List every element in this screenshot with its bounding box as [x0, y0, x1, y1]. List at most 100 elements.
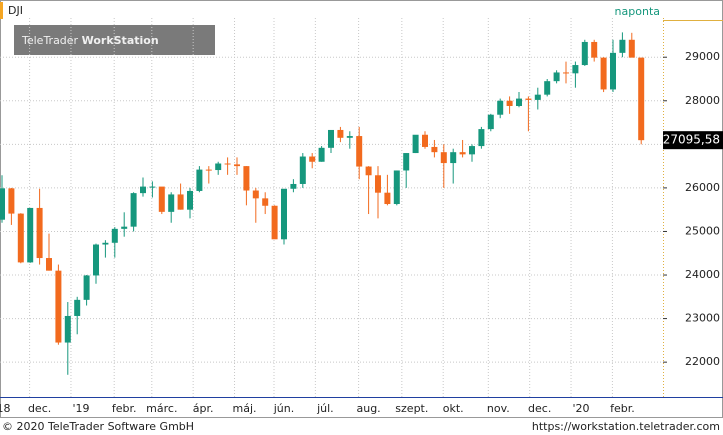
candle-body — [375, 175, 381, 193]
x-tick-label: márc. — [146, 402, 177, 415]
candle-body — [525, 98, 532, 100]
x-tick-label: '18 — [0, 402, 11, 415]
x-tick-label: febr. — [610, 402, 635, 415]
candle-body — [506, 100, 513, 106]
x-tick-label: aug. — [356, 402, 380, 415]
candle-body — [581, 41, 588, 66]
watermark: TeleTrader WorkStation — [21, 34, 159, 47]
url: https://workstation.teletrader.com — [532, 420, 720, 433]
y-tick-label: 29000 — [685, 50, 720, 63]
x-tick-label: jún. — [273, 402, 295, 415]
candle-body — [281, 188, 287, 240]
candle-body — [140, 186, 146, 194]
candle-body — [487, 114, 494, 130]
candle-body — [600, 57, 607, 90]
candle-body — [111, 228, 118, 243]
candle-body — [243, 166, 250, 191]
x-tick-label: dec. — [528, 402, 551, 415]
candle-body — [328, 129, 334, 148]
symbol: DJI — [8, 4, 23, 17]
candle-body — [102, 242, 109, 245]
candle-body — [478, 129, 485, 147]
x-tick-label: '19 — [72, 402, 89, 415]
candle-body — [610, 52, 616, 90]
candle-body — [74, 299, 81, 316]
y-tick-label: 25000 — [685, 224, 720, 237]
candle-body — [431, 146, 438, 153]
candle-body — [403, 153, 410, 171]
x-tick-label: febr. — [112, 402, 137, 415]
candle-body — [563, 72, 569, 74]
y-tick-label: 28000 — [685, 94, 720, 107]
candle-body — [572, 65, 579, 74]
y-tick-label: 23000 — [685, 312, 720, 325]
candle-body — [534, 94, 541, 100]
x-tick-label: júl. — [316, 402, 334, 415]
candle-body — [121, 226, 128, 229]
x-tick-label: '20 — [573, 402, 590, 415]
candle-body — [450, 152, 457, 164]
candle-body — [299, 156, 306, 184]
candle-body — [64, 315, 71, 343]
candle-body — [262, 198, 269, 206]
candle-body — [290, 183, 297, 189]
x-tick-label: dec. — [28, 402, 51, 415]
candle-body — [46, 258, 52, 271]
last-value-box — [663, 131, 723, 150]
candle-body — [469, 146, 475, 155]
candle-body — [17, 213, 24, 263]
candle-body — [252, 190, 259, 199]
period: naponta — [615, 5, 660, 18]
candle-body — [271, 205, 278, 240]
candle-body — [384, 192, 391, 205]
candle-body — [318, 147, 325, 162]
candle-body — [83, 275, 90, 300]
candle-body — [553, 72, 560, 82]
candle-body — [628, 39, 635, 58]
x-tick-label: nov. — [487, 402, 510, 415]
candle-body — [0, 188, 5, 220]
candle-body — [356, 136, 363, 167]
x-tick-label: okt. — [443, 402, 464, 415]
last-value: 27095,58 — [663, 133, 720, 147]
x-tick-label: szept. — [395, 402, 428, 415]
x-tick-label: ápr. — [193, 402, 214, 415]
candle-body — [497, 100, 504, 115]
candle-body — [619, 39, 626, 53]
candle-body — [337, 129, 344, 138]
y-tick-label: 24000 — [685, 268, 720, 281]
symbol-marker — [0, 2, 3, 19]
candle-body — [168, 194, 175, 212]
candle-body — [36, 207, 43, 259]
y-tick-label: 22000 — [685, 355, 720, 368]
candle-body — [205, 169, 212, 171]
copyright: © 2020 TeleTrader Software GmbH — [2, 420, 194, 433]
candle-body — [8, 188, 15, 214]
candle-body — [309, 156, 316, 162]
candle-body — [638, 57, 645, 141]
candle-body — [215, 163, 222, 171]
candle-body — [234, 164, 240, 167]
candle-body — [27, 207, 34, 263]
candle-body — [516, 98, 522, 106]
candle-body — [224, 163, 231, 165]
y-tick-label: 26000 — [685, 181, 720, 194]
candle-body — [196, 169, 203, 191]
candle-body — [412, 134, 419, 154]
candle-body — [346, 136, 353, 138]
x-tick-label: máj. — [233, 402, 257, 415]
candle-body — [422, 134, 428, 147]
candle-body — [177, 194, 184, 210]
candle-body — [158, 186, 165, 212]
candle-body — [130, 193, 137, 227]
candle-body — [459, 152, 466, 155]
candle-body — [591, 41, 598, 58]
candle-body — [187, 190, 193, 210]
candle-body — [440, 152, 447, 164]
candle-body — [93, 244, 99, 276]
candle-body — [544, 81, 551, 95]
candle-body — [393, 170, 400, 205]
candle-body — [55, 270, 62, 343]
candle-body — [149, 186, 156, 188]
